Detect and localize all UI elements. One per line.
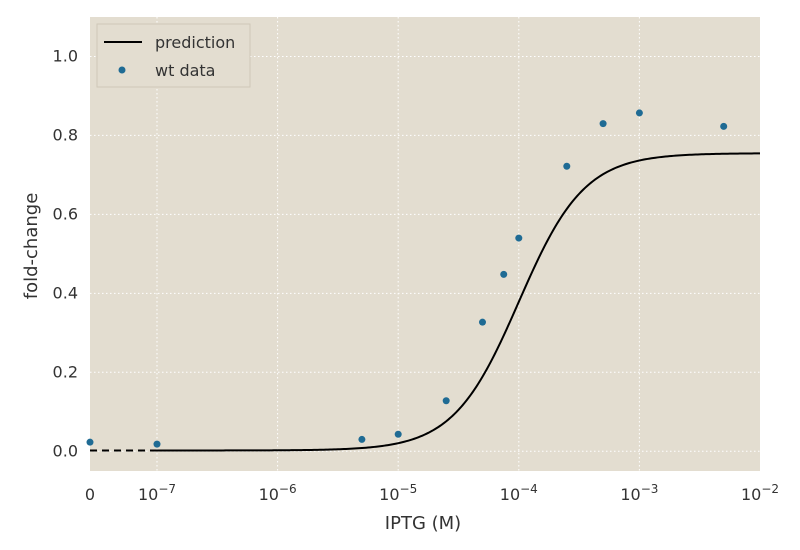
y-tick-label: 1.0 — [53, 46, 78, 65]
wt-data-point — [358, 435, 366, 443]
y-tick-label: 0.4 — [53, 283, 78, 302]
wt-data-point — [515, 234, 523, 242]
wt-data-point — [635, 109, 643, 117]
x-tick-label: 0 — [85, 485, 95, 504]
x-axis-label: IPTG (M) — [385, 513, 461, 534]
y-tick-label: 0.8 — [53, 125, 78, 144]
wt-data-point — [394, 430, 402, 438]
x-tick-label: 10−5 — [379, 482, 417, 504]
prediction-curve — [157, 152, 761, 452]
wt-data-point — [86, 438, 94, 446]
legend-box — [96, 23, 251, 88]
wt-data-point — [720, 122, 728, 130]
series-layer — [86, 109, 761, 452]
y-tick-label: 0.6 — [53, 204, 78, 223]
tick-labels: 0 10−7 10−6 10−5 10−4 10−3 10−2 0.0 0.2 0.4 0.6 0.8… — [53, 46, 779, 504]
legend-line-label: prediction — [155, 33, 235, 52]
y-axis-label: fold-change — [21, 193, 42, 300]
y-tick-label: 0.0 — [53, 441, 78, 460]
wt-data-point — [442, 397, 450, 405]
legend-scatter-swatch — [118, 66, 126, 74]
legend: prediction wt data — [96, 23, 251, 88]
x-tick-label: 10−6 — [259, 482, 297, 504]
legend-scatter-label: wt data — [155, 61, 215, 80]
wt-data-point — [478, 318, 486, 326]
y-tick-label: 0.2 — [53, 362, 78, 381]
wt-data-point — [599, 120, 607, 128]
x-tick-label: 10−2 — [741, 482, 779, 504]
plot-background — [90, 17, 760, 471]
wt-data-point — [500, 270, 508, 278]
x-tick-label: 10−3 — [620, 482, 658, 504]
wt-data-point — [153, 440, 161, 448]
x-tick-label: 10−7 — [138, 482, 176, 504]
x-tick-label: 10−4 — [500, 482, 538, 504]
wt-data-point — [563, 162, 571, 170]
